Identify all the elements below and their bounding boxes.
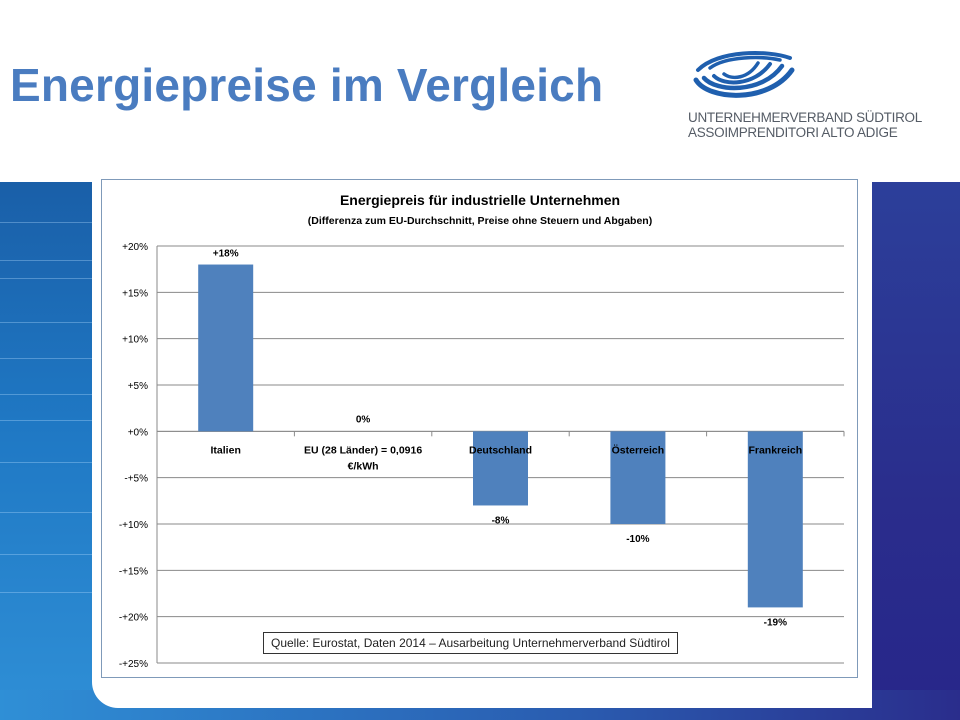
- company-logo: UNTERNEHMERVERBAND SÜDTIROL ASSOIMPRENDI…: [688, 48, 928, 143]
- background-streak: [0, 420, 110, 421]
- y-tick-label: +5%: [128, 381, 148, 392]
- logo-swirl-icon: [693, 51, 795, 98]
- data-label: +18%: [213, 249, 239, 260]
- y-tick-label: -+20%: [119, 613, 148, 624]
- y-tick-label: -+5%: [124, 474, 148, 485]
- chart-subtitle: (Differenza zum EU-Durchschnitt, Preise …: [308, 215, 652, 227]
- slide-title: Energiepreise im Vergleich: [10, 59, 604, 111]
- bar: [473, 431, 528, 506]
- logo-line-1: UNTERNEHMERVERBAND SÜDTIROL: [688, 110, 922, 125]
- category-label: Frankreich: [748, 444, 802, 456]
- source-note: Quelle: Eurostat, Daten 2014 – Ausarbeit…: [263, 632, 678, 654]
- chart-title: Energiepreis für industrielle Unternehme…: [340, 192, 620, 208]
- chart-container: Energiepreis für industrielle Unternehme…: [101, 179, 858, 678]
- background-streak: [0, 512, 110, 513]
- category-label: EU (28 Länder) = 0,0916 €/kWh: [304, 444, 422, 472]
- background-streak: [0, 554, 110, 555]
- y-tick-label: -+15%: [119, 566, 148, 577]
- y-tick-label: +15%: [122, 288, 148, 299]
- y-tick-label: +0%: [128, 427, 148, 438]
- background-streak: [0, 260, 110, 261]
- y-tick-label: +10%: [122, 335, 148, 346]
- category-label: Italien: [211, 444, 241, 456]
- y-tick-label: +20%: [122, 242, 148, 253]
- background-streak: [0, 592, 110, 593]
- bar: [198, 264, 254, 432]
- logo-text: UNTERNEHMERVERBAND SÜDTIROL ASSOIMPRENDI…: [688, 110, 922, 140]
- background-left-band: [0, 182, 110, 720]
- background-streak: [0, 222, 110, 223]
- background-streak: [0, 322, 110, 323]
- logo-line-2: ASSOIMPRENDITORI ALTO ADIGE: [688, 125, 898, 140]
- category-label: Österreich: [612, 443, 665, 456]
- background-streak: [0, 462, 110, 463]
- background-right-band: [862, 182, 960, 720]
- bar-chart: Energiepreis für industrielle Unternehme…: [119, 192, 845, 670]
- data-label: 0%: [356, 414, 371, 425]
- data-label: -10%: [626, 534, 649, 545]
- bar: [610, 431, 666, 524]
- category-label: Deutschland: [469, 444, 532, 456]
- background-streak: [0, 358, 110, 359]
- bar: [747, 431, 803, 608]
- data-label: -8%: [492, 515, 510, 526]
- background-streak: [0, 394, 110, 395]
- y-tick-label: -+10%: [119, 520, 148, 531]
- data-label: -19%: [764, 617, 787, 628]
- background-streak: [0, 278, 110, 279]
- y-tick-label: -+25%: [119, 659, 148, 670]
